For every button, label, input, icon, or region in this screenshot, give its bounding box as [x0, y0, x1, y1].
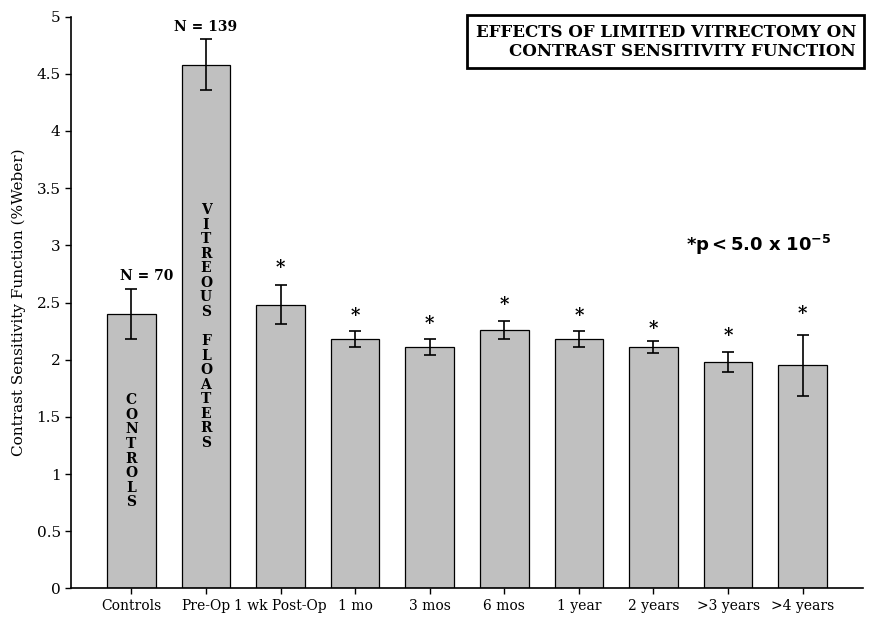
- Bar: [629, 347, 677, 588]
- Text: *: *: [649, 320, 658, 338]
- Text: $\mathbf{* p < 5.0\ x\ 10^{-5}}$: $\mathbf{* p < 5.0\ x\ 10^{-5}}$: [686, 233, 831, 258]
- Text: C
O
N
T
R
O
L
S: C O N T R O L S: [125, 393, 138, 509]
- Bar: [555, 339, 603, 588]
- Bar: [256, 305, 305, 588]
- Text: *: *: [425, 315, 434, 333]
- Bar: [779, 366, 827, 588]
- Bar: [480, 330, 529, 588]
- Text: V
I
T
R
E
O
U
S
 
F
L
O
A
T
E
R
S: V I T R E O U S F L O A T E R S: [200, 203, 212, 450]
- Text: *: *: [724, 327, 732, 345]
- Bar: [704, 362, 753, 588]
- Bar: [331, 339, 379, 588]
- Text: *: *: [798, 305, 808, 323]
- Bar: [182, 65, 230, 588]
- Y-axis label: Contrast Sensitivity Function (%Weber): Contrast Sensitivity Function (%Weber): [11, 149, 25, 456]
- Text: N = 70: N = 70: [121, 269, 174, 283]
- Text: *: *: [350, 308, 360, 326]
- Bar: [108, 314, 156, 588]
- Bar: [406, 347, 454, 588]
- Text: EFFECTS OF LIMITED VITRECTOMY ON
CONTRAST SENSITIVITY FUNCTION: EFFECTS OF LIMITED VITRECTOMY ON CONTRAS…: [475, 24, 856, 60]
- Text: N = 139: N = 139: [175, 20, 238, 34]
- Text: *: *: [574, 308, 584, 326]
- Text: *: *: [276, 260, 285, 278]
- Text: *: *: [500, 296, 509, 314]
